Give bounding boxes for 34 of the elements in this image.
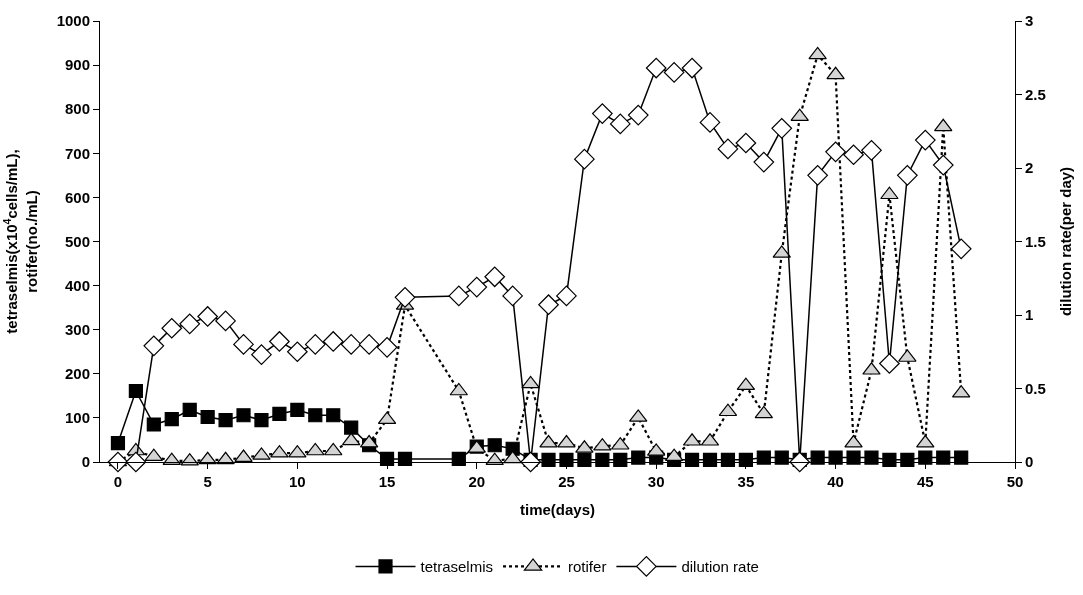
y-tick-label: 700 (64, 144, 90, 162)
y2-tick-label: 2 (1025, 159, 1034, 177)
x-tick-label: 45 (916, 473, 934, 490)
legend-label: rotifer (568, 558, 607, 576)
y-tick-label: 100 (64, 409, 90, 427)
x-tick-label: 10 (289, 473, 306, 490)
y2-tick-label: 1.5 (1025, 232, 1046, 250)
y-tick-label: 300 (64, 320, 90, 338)
x-axis-title: time(days) (519, 501, 596, 518)
x-tick-label: 40 (827, 473, 844, 490)
y-tick-label: 900 (64, 56, 90, 74)
y-tick-label: 400 (64, 276, 90, 294)
legend-label: dilution rate (681, 558, 759, 576)
x-tick-label: 5 (203, 473, 212, 490)
y-tick-label: 600 (64, 188, 90, 206)
x-tick-label: 20 (468, 473, 486, 490)
legend-label: tetraselmis (420, 558, 494, 576)
y-tick-label: 500 (64, 232, 90, 250)
y2-tick-label: 2.5 (1025, 85, 1046, 103)
y2-axis-title: dilution rate(per day) (1056, 166, 1074, 317)
x-tick-label: 15 (378, 473, 396, 490)
y2-tick-label: 0 (1025, 453, 1034, 471)
y-tick-label: 800 (64, 100, 90, 118)
y2-tick-label: 3 (1025, 12, 1034, 30)
y-tick-label: 0 (81, 453, 90, 471)
x-tick-label: 25 (558, 473, 575, 490)
x-tick-label: 50 (1006, 473, 1024, 490)
y2-tick-label: 0.5 (1025, 379, 1046, 397)
x-tick-label: 35 (737, 473, 755, 490)
y2-tick-label: 1 (1025, 306, 1034, 324)
y-tick-label: 1000 (56, 12, 90, 30)
x-tick-label: 0 (113, 473, 123, 490)
y-tick-label: 200 (64, 365, 90, 383)
x-tick-label: 30 (647, 473, 665, 490)
